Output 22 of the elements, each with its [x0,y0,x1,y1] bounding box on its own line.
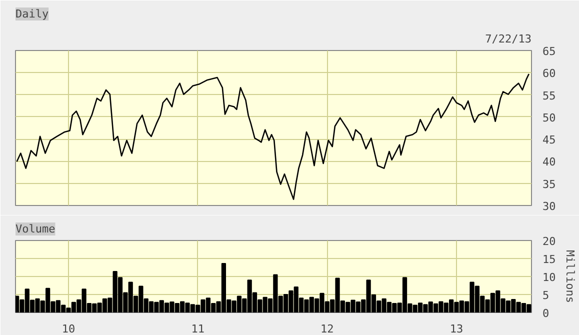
chart-title: Daily [16,8,49,20]
y-tick-label: 20 [542,235,556,248]
y-tick-label: 0 [542,307,550,320]
y-tick-label: 30 [542,200,556,213]
x-tick-label: 11 [191,322,204,335]
y-tick-label: 45 [542,134,556,147]
y-axis-title: Millions [564,250,577,303]
y-tick-label: 15 [542,253,556,266]
x-tick-label: 13 [450,322,464,335]
line-series [16,73,530,200]
y-tick-label: 10 [542,271,556,284]
y-tick-label: 55 [542,89,556,102]
y-tick-label: 40 [542,156,556,169]
y-tick-label: 5 [542,289,550,302]
y-tick-label: 65 [542,45,556,58]
text: 7/22/13 [485,32,532,46]
y-tick-label: 35 [542,178,556,191]
y-tick-label: 50 [542,111,556,124]
chart-title: Volume [16,222,56,236]
x-tick-label: 12 [320,322,334,335]
x-tick-label: 10 [62,322,76,335]
y-tick-label: 60 [542,67,556,80]
